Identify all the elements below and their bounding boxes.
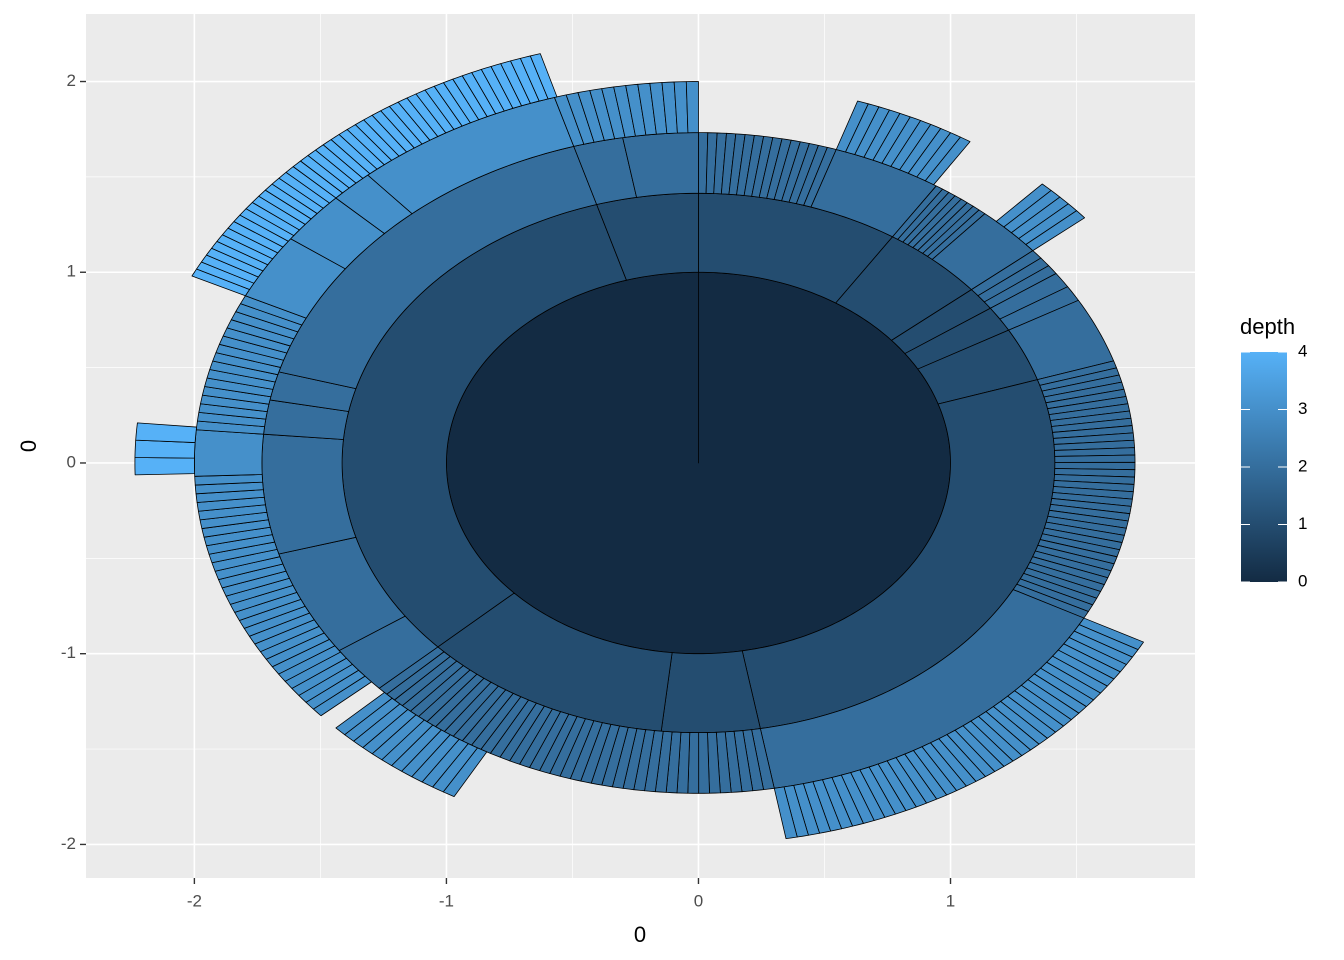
sunburst-segment (134, 439, 196, 459)
sunburst-segment (135, 422, 198, 443)
sunburst-segment (622, 132, 699, 198)
sunburst-segment (924, 136, 971, 186)
sunburst-segment (1054, 454, 1136, 463)
legend-tick-label: 0 (1298, 571, 1307, 590)
sunburst-segment (193, 429, 264, 477)
sunburst-segment (134, 457, 195, 476)
y-tick-label: -1 (61, 643, 76, 662)
sunburst-segment (660, 650, 761, 734)
sunburst-segment (446, 271, 951, 655)
x-tick-label: 1 (946, 891, 955, 910)
x-tick-label: -2 (187, 891, 202, 910)
y-tick-label: 2 (67, 71, 76, 90)
sunburst-segment (261, 433, 357, 555)
sunburst-segment (335, 692, 393, 736)
x-axis-title: 0 (634, 922, 646, 947)
y-tick-label: -2 (61, 834, 76, 853)
sunburst-segment (773, 786, 798, 840)
y-tick-label: 0 (67, 452, 76, 471)
y-tick-label: 1 (67, 262, 76, 281)
sunburst (134, 53, 1144, 840)
sunburst-segment (1025, 210, 1086, 252)
legend-tick-label: 4 (1298, 341, 1307, 360)
x-tick-label: 0 (694, 891, 703, 910)
x-tick-label: -1 (439, 891, 454, 910)
y-axis-title: 0 (16, 440, 41, 452)
sunburst-segment (698, 732, 710, 794)
legend: 0 1 2 3 4 (1241, 341, 1307, 590)
legend-title: depth (1240, 314, 1295, 339)
legend-tick-label: 1 (1298, 514, 1307, 533)
axes: -2 -1 0 1 -2 -1 0 1 2 (61, 71, 955, 910)
legend-tick-label: 2 (1298, 456, 1307, 475)
sunburst-segment (685, 81, 699, 134)
sunburst-segment (529, 53, 558, 100)
legend-tick-label: 3 (1298, 399, 1307, 418)
